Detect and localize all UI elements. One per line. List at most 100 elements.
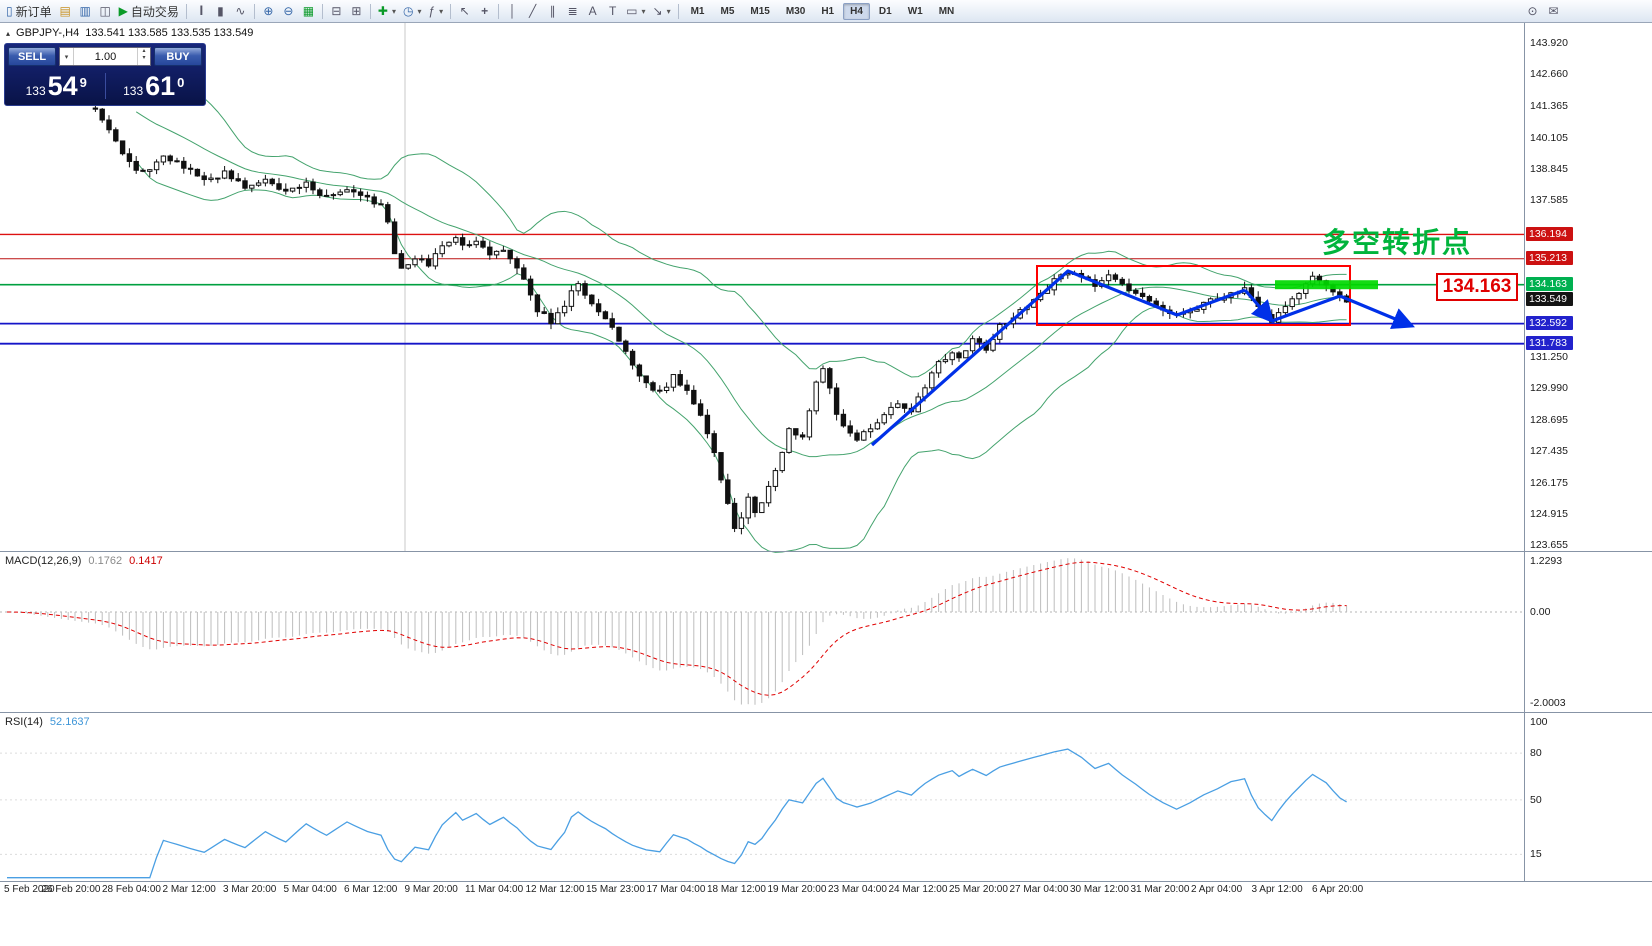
dropdown-icon: ▾ [641, 6, 646, 16]
fibonacci-icon: ≣ [567, 4, 578, 18]
candlestick-chart-icon: ▮ [217, 4, 224, 18]
toolbar-separator [253, 3, 255, 19]
timeframe-mn[interactable]: MN [932, 3, 962, 20]
zoom-in-button[interactable]: ⊕ [259, 2, 278, 21]
line-chart-button[interactable]: ∿ [231, 2, 250, 21]
new-order-icon: ▯ [6, 4, 13, 18]
dropdown-icon: ▾ [666, 6, 671, 16]
zoom-out-button[interactable]: ⊖ [279, 2, 298, 21]
crosshair-button[interactable]: + [475, 2, 494, 21]
macd-main-value: 0.1762 [88, 555, 123, 567]
turning-point-annotation: 多空转折点 [1322, 228, 1473, 259]
new-chart-icon: ✚ [377, 4, 388, 18]
new-order-button[interactable]: ▯ 新订单 [3, 2, 55, 21]
vertical-line-icon: │ [508, 4, 517, 18]
rsi-value: 52.1637 [49, 716, 90, 728]
label-tool-icon: T [608, 4, 617, 18]
market-watch-button[interactable]: ▥ [76, 2, 95, 21]
tile-horizontal-button[interactable]: ⊟ [327, 2, 346, 21]
market-watch-icon: ▥ [79, 4, 91, 18]
toolbar-separator [321, 3, 323, 19]
sell-price[interactable]: 133 54 9 [25, 70, 87, 101]
time-axis-separator [0, 881, 1652, 882]
indicators-icon: ƒ [428, 4, 436, 18]
trendline-tool-button[interactable]: ╱ [523, 2, 542, 21]
rsi-label: RSI(14) 52.1637 [5, 716, 90, 728]
symbol-header: ▴ GBPJPY-,H4 133.541 133.585 133.535 133… [6, 27, 253, 39]
timeframe-m1[interactable]: M1 [684, 3, 712, 20]
cursor-icon: ↖ [459, 4, 470, 18]
sell-button[interactable]: SELL [8, 47, 56, 66]
tile-horizontal-icon: ⊟ [331, 4, 342, 18]
timeframe-h1[interactable]: H1 [814, 3, 841, 20]
tile-vertical-icon: ⊞ [351, 4, 362, 18]
price-axis-border [1524, 23, 1525, 881]
zoom-out-icon: ⊖ [283, 4, 294, 18]
one-click-trading-panel: SELL ▾ 1.00 ▴ ▾ BUY 133 54 9 133 61 0 [4, 43, 206, 106]
fibonacci-tool-button[interactable]: ≣ [563, 2, 582, 21]
candlestick-chart-button[interactable]: ▮ [211, 2, 230, 21]
auto-trading-button[interactable]: ▶ 自动交易 [116, 2, 182, 21]
dropdown-icon: ▾ [417, 6, 422, 16]
text-tool-icon: A [588, 4, 597, 18]
tile-vertical-button[interactable]: ⊞ [347, 2, 366, 21]
chart-profile-button[interactable]: ▤ [56, 2, 75, 21]
toolbar-separator [450, 3, 452, 19]
arrows-icon: ↘ [652, 4, 663, 18]
period-icon: ◷ [402, 4, 414, 18]
volume-control[interactable]: ▾ 1.00 ▴ ▾ [59, 47, 151, 66]
period-button[interactable]: ◷ ▾ [400, 2, 425, 21]
shapes-icon: ▭ [626, 4, 638, 18]
toolbar-separator [677, 3, 679, 19]
shapes-tool-button[interactable]: ▭ ▾ [623, 2, 648, 21]
message-button[interactable]: ✉ [1544, 2, 1563, 21]
timeframe-h4[interactable]: H4 [843, 2, 870, 20]
buy-button[interactable]: BUY [154, 47, 202, 66]
volume-value: 1.00 [94, 50, 117, 63]
navigator-button[interactable]: ◫ [96, 2, 115, 21]
price-callout-annotation: 134.163 [1436, 273, 1518, 301]
panel-separator[interactable] [0, 712, 1652, 713]
timeframe-m5[interactable]: M5 [714, 3, 742, 20]
bar-chart-button[interactable]: ||| [191, 2, 210, 21]
new-chart-button[interactable]: ✚ ▾ [375, 2, 399, 21]
line-chart-icon: ∿ [235, 4, 246, 18]
bar-chart-icon: ||| [199, 5, 203, 16]
toolbar-separator [369, 3, 371, 19]
toolbar-separator [185, 3, 187, 19]
volume-spinner[interactable]: ▴ ▾ [137, 48, 150, 65]
timeframe-w1[interactable]: W1 [901, 3, 930, 20]
channel-tool-button[interactable]: ∥ [543, 2, 562, 21]
toolbar-separator [498, 3, 500, 19]
trendline-icon: ╱ [529, 4, 537, 18]
indicators-button[interactable]: ƒ ▾ [425, 2, 446, 21]
message-icon: ✉ [1548, 4, 1559, 18]
vertical-line-tool-button[interactable]: │ [503, 2, 522, 21]
toolbar: ▯ 新订单 ▤ ▥ ◫ ▶ 自动交易 ||| ▮ ∿ ⊕ ⊖ ▦ ⊟ ⊞ ✚ ▾… [0, 0, 1652, 23]
volume-dropdown-icon[interactable]: ▾ [60, 48, 74, 65]
volume-up-icon[interactable]: ▴ [142, 48, 146, 54]
volume-down-icon[interactable]: ▾ [142, 55, 146, 61]
timeframe-d1[interactable]: D1 [872, 3, 899, 20]
buy-price[interactable]: 133 61 0 [123, 70, 185, 101]
price-divider [104, 72, 106, 99]
dropdown-icon: ▾ [439, 6, 444, 16]
timeframe-m15[interactable]: M15 [743, 3, 776, 20]
macd-signal-value: 0.1417 [129, 555, 163, 567]
timeframe-m30[interactable]: M30 [779, 3, 812, 20]
navigator-icon: ◫ [99, 4, 111, 18]
collapse-icon[interactable]: ▴ [6, 28, 11, 38]
cursor-button[interactable]: ↖ [455, 2, 474, 21]
panel-separator[interactable] [0, 551, 1652, 552]
search-button[interactable]: ⊙ [1523, 2, 1542, 21]
grid-button[interactable]: ▦ [299, 2, 318, 21]
text-tool-button[interactable]: A [583, 2, 602, 21]
crosshair-icon: + [481, 4, 489, 18]
zoom-in-icon: ⊕ [263, 4, 274, 18]
arrows-tool-button[interactable]: ↘ ▾ [650, 2, 674, 21]
auto-trading-icon: ▶ [118, 4, 128, 18]
symbol-name: GBPJPY-,H4 [16, 27, 80, 39]
label-tool-button[interactable]: T [603, 2, 622, 21]
